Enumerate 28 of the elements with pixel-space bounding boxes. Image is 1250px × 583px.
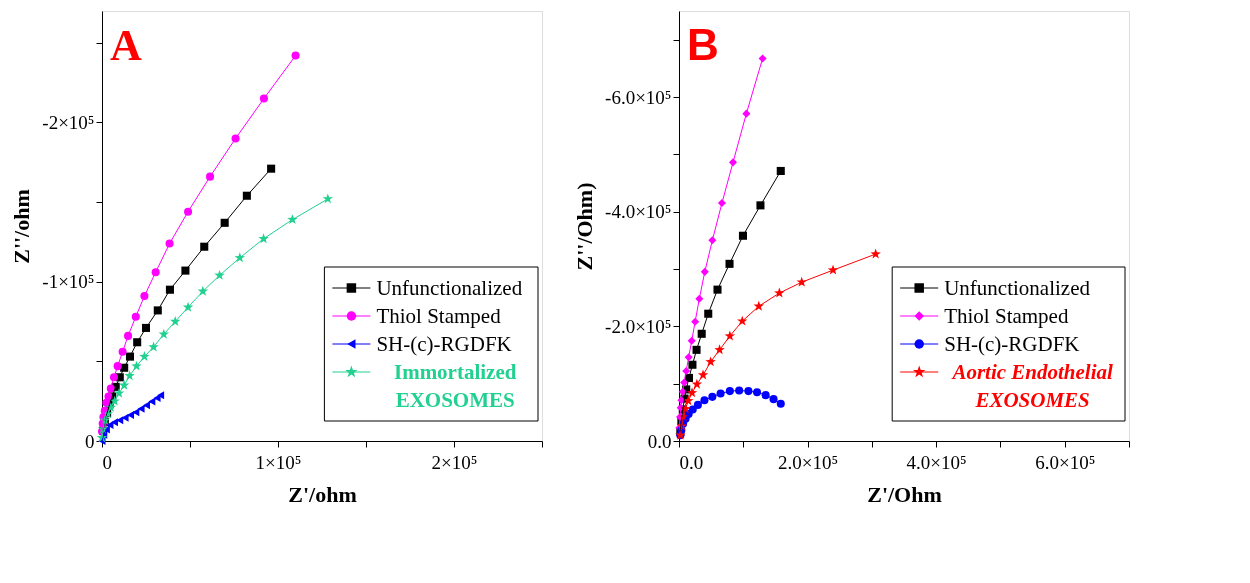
legend-label: SH-(c)-RGDFK (376, 332, 512, 356)
y-tick-label: 0.0 (647, 430, 672, 452)
y-tick-label: -2.0×10⁵ (605, 315, 672, 337)
x-tick-label: 0 (102, 451, 112, 473)
y-axis-title: Z''/Ohm) (572, 182, 598, 271)
y-tick-label: -2×10⁵ (42, 111, 95, 133)
y-tick-label: -6.0×10⁵ (605, 86, 672, 108)
legend-label: Unfunctionalized (376, 276, 523, 300)
chart-title: B (687, 20, 719, 69)
legend-label: Immortalized EXOSOMES (393, 360, 517, 412)
legend-label: Thiol Stamped (944, 304, 1069, 328)
x-tick-label: 2×10⁵ (431, 451, 478, 473)
y-tick-label: -4.0×10⁵ (605, 201, 672, 223)
y-axis-title: Z''/ohm (9, 189, 35, 264)
legend-label: Unfunctionalized (944, 276, 1091, 300)
x-tick-label: 1×10⁵ (255, 451, 302, 473)
chart-title: A (110, 21, 142, 70)
x-tick-label: 4.0×10⁵ (906, 451, 967, 473)
legend-label: Thiol Stamped (376, 304, 502, 328)
x-axis-title: Z'/ohm (288, 481, 357, 507)
legend-label: Aortic Endothelial EXOSOMES (950, 360, 1113, 412)
legend-label: SH-(c)-RGDFK (944, 332, 1080, 356)
y-tick-label: 0 (85, 430, 95, 452)
x-axis-title: Z'/Ohm (867, 481, 942, 507)
x-tick-label: 0.0 (679, 451, 704, 473)
y-tick-label: -1×10⁵ (42, 271, 95, 293)
x-tick-label: 2.0×10⁵ (778, 451, 839, 473)
x-tick-label: 6.0×10⁵ (1035, 451, 1096, 473)
